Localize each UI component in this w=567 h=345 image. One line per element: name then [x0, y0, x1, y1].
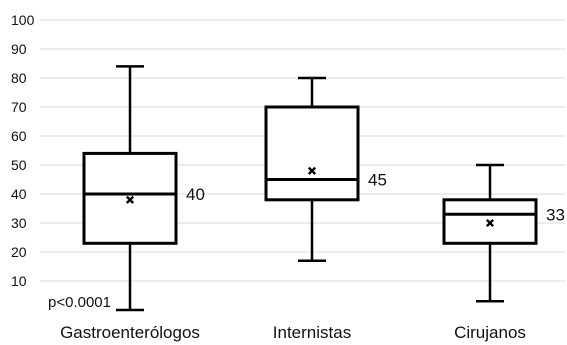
category-label: Internistas: [273, 323, 351, 342]
y-axis-tick-labels: 10 20 30 40 50 60 70 80 90 100: [11, 12, 35, 289]
p-value-annotation: p<0.0001: [48, 294, 111, 311]
box-2: 45: [264, 76, 387, 262]
boxes: 40 45 33: [82, 65, 565, 312]
mean-marker: [307, 166, 317, 175]
box-1: 40: [82, 65, 205, 312]
category-labels: Gastroenterólogos Internistas Cirujanos: [60, 323, 526, 342]
y-tick-label: 10: [11, 273, 27, 289]
y-tick-label: 50: [11, 157, 27, 173]
y-tick-label: 70: [11, 99, 27, 115]
y-tick-label: 90: [11, 41, 27, 57]
median-value-label: 45: [368, 171, 387, 190]
y-tick-label: 80: [11, 70, 27, 86]
median-value-label: 33: [546, 205, 565, 224]
mean-marker: [485, 218, 495, 228]
y-tick-label: 60: [11, 128, 27, 144]
box-3: 33: [442, 163, 565, 303]
mean-marker: [125, 195, 135, 204]
y-tick-label: 100: [11, 12, 35, 28]
category-label: Cirujanos: [454, 323, 526, 342]
iqr-box: [264, 105, 360, 202]
y-tick-label: 40: [11, 186, 27, 202]
category-label: Gastroenterólogos: [60, 323, 200, 342]
y-tick-label: 30: [11, 215, 27, 231]
median-value-label: 40: [186, 185, 205, 204]
y-tick-label: 20: [11, 244, 27, 260]
